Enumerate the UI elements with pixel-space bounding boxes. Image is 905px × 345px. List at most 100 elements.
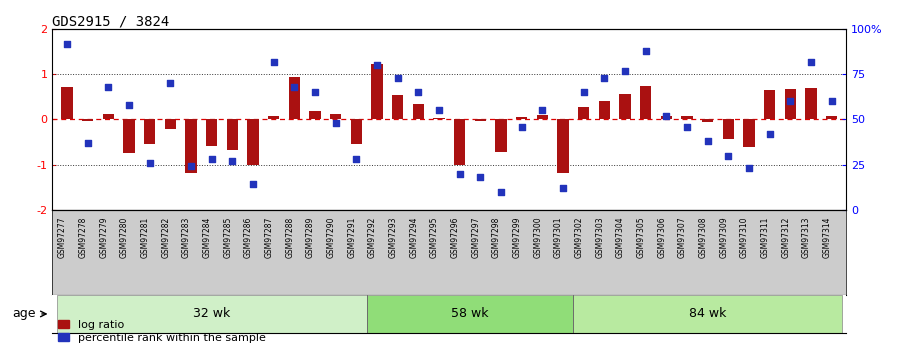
Legend: log ratio, percentile rank within the sample: log ratio, percentile rank within the sa…: [58, 319, 266, 343]
Bar: [537, 115, 548, 119]
Text: GSM97310: GSM97310: [740, 216, 749, 258]
Text: GSM97284: GSM97284: [203, 216, 212, 258]
Bar: [367, 295, 574, 333]
Text: GSM97312: GSM97312: [781, 216, 790, 258]
Bar: [785, 89, 796, 119]
Text: GSM97277: GSM97277: [58, 216, 67, 258]
Point: [266, 59, 281, 65]
Bar: [826, 116, 837, 119]
Bar: [82, 119, 93, 121]
Bar: [289, 77, 300, 119]
Point: [163, 81, 177, 86]
Point: [680, 124, 694, 129]
Point: [473, 174, 488, 180]
Point: [411, 90, 425, 95]
Text: GSM97280: GSM97280: [120, 216, 129, 258]
Bar: [392, 95, 404, 119]
Point: [535, 108, 549, 113]
Bar: [57, 295, 367, 333]
Point: [122, 102, 137, 108]
Text: GSM97279: GSM97279: [100, 216, 109, 258]
Point: [287, 84, 301, 90]
Text: GSM97311: GSM97311: [761, 216, 769, 258]
Text: GSM97303: GSM97303: [595, 216, 605, 258]
Text: GSM97287: GSM97287: [264, 216, 273, 258]
Text: GDS2915 / 3824: GDS2915 / 3824: [52, 14, 170, 28]
Bar: [557, 119, 568, 172]
Point: [81, 140, 95, 146]
Bar: [433, 118, 444, 119]
Bar: [495, 119, 507, 152]
Bar: [350, 119, 362, 144]
Point: [742, 165, 757, 171]
Point: [576, 90, 591, 95]
Text: 32 wk: 32 wk: [193, 307, 230, 321]
Point: [638, 48, 653, 54]
Point: [60, 41, 74, 47]
Bar: [640, 86, 652, 119]
Bar: [764, 90, 776, 119]
Bar: [743, 119, 755, 147]
Text: GSM97291: GSM97291: [348, 216, 357, 258]
Bar: [206, 119, 217, 147]
Point: [329, 120, 343, 126]
Bar: [578, 107, 589, 119]
Point: [514, 124, 529, 129]
Bar: [599, 101, 610, 119]
Bar: [226, 119, 238, 150]
Text: GSM97306: GSM97306: [657, 216, 666, 258]
Text: GSM97307: GSM97307: [678, 216, 687, 258]
Text: GSM97300: GSM97300: [533, 216, 542, 258]
Point: [308, 90, 322, 95]
Text: GSM97313: GSM97313: [802, 216, 811, 258]
Bar: [371, 65, 383, 119]
Bar: [144, 119, 156, 144]
Text: 84 wk: 84 wk: [689, 307, 727, 321]
Bar: [310, 111, 320, 119]
Text: GSM97289: GSM97289: [306, 216, 315, 258]
Bar: [247, 119, 259, 165]
Point: [142, 160, 157, 166]
Point: [370, 63, 385, 68]
Text: GSM97301: GSM97301: [554, 216, 563, 258]
Point: [824, 99, 839, 104]
Text: GSM97281: GSM97281: [140, 216, 149, 258]
Bar: [268, 116, 280, 119]
Point: [556, 185, 570, 191]
Bar: [62, 87, 72, 119]
Point: [721, 153, 736, 158]
Bar: [123, 119, 135, 153]
Point: [225, 158, 240, 164]
Text: GSM97302: GSM97302: [575, 216, 584, 258]
Text: GSM97283: GSM97283: [182, 216, 191, 258]
Text: GSM97288: GSM97288: [285, 216, 294, 258]
Point: [101, 84, 116, 90]
Text: GSM97290: GSM97290: [327, 216, 336, 258]
Text: GSM97297: GSM97297: [472, 216, 481, 258]
Point: [349, 156, 364, 162]
Bar: [454, 119, 465, 165]
Bar: [102, 114, 114, 119]
Bar: [516, 117, 528, 119]
Text: GSM97305: GSM97305: [637, 216, 645, 258]
Bar: [574, 295, 842, 333]
Point: [762, 131, 776, 137]
Text: GSM97285: GSM97285: [224, 216, 233, 258]
Text: GSM97298: GSM97298: [492, 216, 501, 258]
Text: GSM97309: GSM97309: [719, 216, 729, 258]
Point: [390, 75, 405, 81]
Point: [659, 113, 673, 119]
Bar: [186, 119, 196, 172]
Text: GSM97314: GSM97314: [823, 216, 832, 258]
Bar: [805, 88, 816, 119]
Bar: [681, 116, 692, 119]
Bar: [661, 116, 672, 119]
Text: GSM97295: GSM97295: [430, 216, 439, 258]
Text: GSM97292: GSM97292: [368, 216, 377, 258]
Point: [205, 156, 219, 162]
Text: GSM97286: GSM97286: [244, 216, 253, 258]
Point: [184, 164, 198, 169]
Text: 58 wk: 58 wk: [452, 307, 489, 321]
Bar: [702, 119, 713, 122]
Text: GSM97278: GSM97278: [79, 216, 88, 258]
